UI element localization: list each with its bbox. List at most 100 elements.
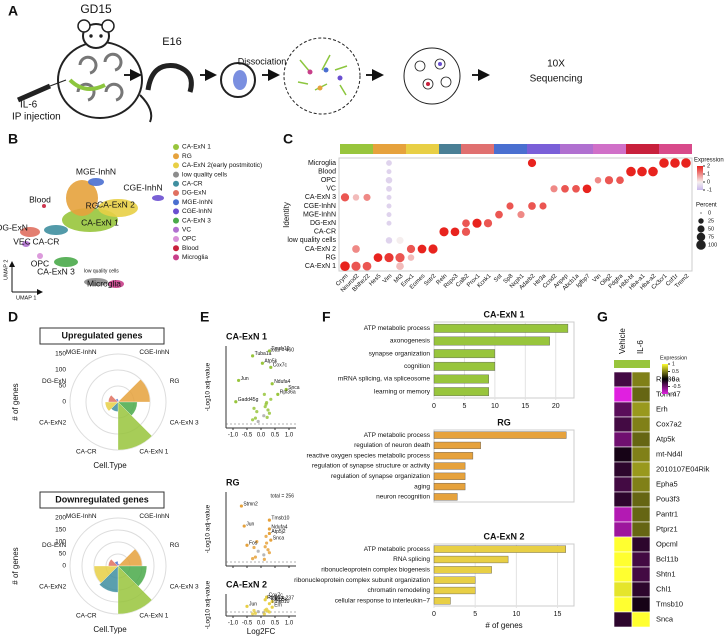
heatmap-cell: [613, 611, 633, 628]
point: [267, 551, 271, 555]
dot: [417, 244, 427, 254]
point: [265, 595, 269, 599]
dot: [539, 202, 547, 210]
category-label: CA-CR: [76, 613, 97, 620]
schematic-label: Sequencing: [530, 74, 583, 85]
cluster: [54, 257, 78, 267]
x-tick-label: 0: [432, 611, 436, 618]
chart-title: Upregulated genes: [61, 330, 142, 340]
category-label: CA-ExN2: [39, 583, 66, 590]
dot: [363, 193, 371, 201]
column-label: IL-6: [636, 340, 645, 354]
category-label: CA-ExN 1: [139, 613, 168, 620]
point: [265, 415, 269, 419]
point: [255, 410, 259, 414]
cluster: [108, 280, 124, 288]
dot: [340, 193, 350, 202]
dot: [472, 218, 482, 228]
x-tick-label: -1.0: [228, 433, 239, 439]
y-tick-label: 0: [62, 563, 66, 570]
point: [256, 419, 260, 424]
heatmap-cell: [631, 416, 651, 433]
legend-title: Expression: [660, 355, 687, 361]
point: [267, 602, 271, 606]
legend-label: low quality cells: [182, 171, 228, 178]
row-label: Opcml: [656, 539, 678, 548]
dot: [439, 227, 449, 237]
point-label: Erh: [274, 603, 282, 609]
x-tick-label: 15: [554, 611, 562, 618]
axis-label: UMAP 1: [16, 295, 36, 301]
category-label: MGE-InhN: [66, 349, 97, 356]
x-tick-label: 0.0: [257, 433, 266, 439]
heatmap-cell: [613, 596, 633, 613]
legend-label: CA-ExN 1: [182, 144, 211, 151]
axis-label: -Log10 adj-value: [205, 362, 212, 411]
heatmap-cell: [613, 536, 633, 553]
point: [264, 534, 268, 539]
point: [262, 392, 266, 396]
point: [264, 402, 268, 406]
point: [251, 557, 255, 561]
category-label: CA-CR: [76, 449, 97, 456]
bar: [433, 545, 566, 553]
point-label: Ndufa4: [274, 379, 290, 385]
panel-label: A: [8, 3, 18, 19]
row-label: Chl1: [656, 584, 671, 593]
plot-frame: [338, 157, 693, 272]
y-tick-label: RNA splicing: [393, 556, 430, 563]
wedge: [117, 379, 151, 403]
annotation: total = 256: [271, 493, 295, 499]
chart-title: CA-ExN 1: [226, 331, 267, 341]
wedge: [115, 398, 119, 403]
schematic: [16, 19, 490, 123]
point: [252, 545, 256, 550]
x-tick-label: Vim: [382, 273, 393, 284]
y-tick-label: CGE-InhN: [304, 203, 336, 210]
wedge: [99, 565, 119, 593]
point-label: Tmsb10: [271, 346, 289, 352]
axis-label: # of genes: [11, 383, 20, 420]
dot: [528, 202, 536, 210]
dot: [582, 184, 592, 194]
bar: [433, 336, 550, 346]
heatmap-cell: [613, 401, 633, 418]
x-tick-label: 10: [491, 403, 499, 410]
title-box: [39, 491, 165, 509]
panel-label: C: [283, 131, 293, 147]
group-bar: [527, 144, 560, 154]
dot: [352, 194, 360, 201]
bar: [433, 482, 466, 491]
legend-swatch: [173, 153, 179, 160]
wedge: [108, 558, 119, 567]
y-tick-label: CA-ExN 3: [305, 194, 336, 201]
x-tick-label: 0.5: [271, 433, 280, 439]
y-tick-label: OPC: [321, 177, 336, 184]
colorbar: [697, 166, 703, 190]
dot: [616, 176, 624, 185]
heatmap-cell: [631, 401, 651, 418]
heatmap-cell: [613, 521, 633, 538]
point: [256, 549, 260, 553]
y-tick-label: axonogenesis: [390, 338, 431, 345]
schematic-label: E16: [162, 36, 182, 48]
legend-label: RG: [182, 153, 192, 160]
cluster-label: RG: [86, 200, 99, 210]
y-tick-label: aging: [414, 483, 430, 490]
legend-swatch: [173, 171, 179, 178]
axis-label: Cell.Type: [93, 461, 127, 470]
point: [269, 397, 273, 401]
dot: [373, 253, 383, 262]
legend-tick-label: 50: [708, 226, 714, 232]
legend-label: Blood: [182, 245, 199, 252]
point: [267, 610, 271, 614]
legend-title: Percent: [696, 203, 717, 209]
dot: [395, 253, 405, 263]
point-label: Snca: [288, 385, 300, 391]
legend-tick-label: 100: [708, 242, 717, 248]
x-tick-label: Sstr2: [423, 273, 438, 288]
x-tick-label: 15: [521, 403, 529, 410]
dot: [352, 245, 360, 253]
dot: [386, 160, 392, 166]
